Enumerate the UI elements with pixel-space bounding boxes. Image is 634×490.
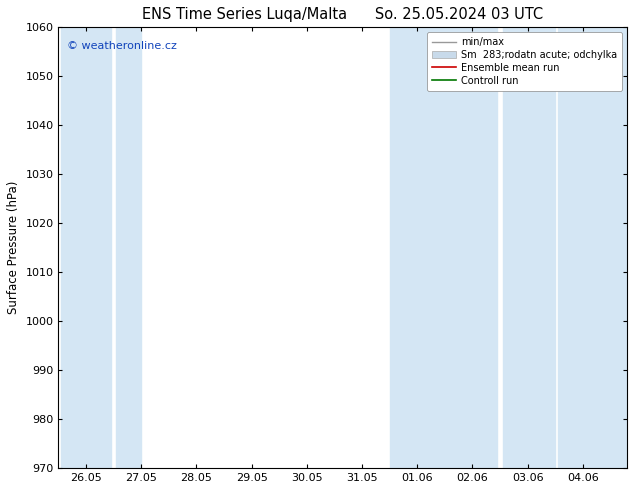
Legend: min/max, Sm  283;rodatn acute; odchylka, Ensemble mean run, Controll run: min/max, Sm 283;rodatn acute; odchylka, … bbox=[427, 32, 622, 91]
Y-axis label: Surface Pressure (hPa): Surface Pressure (hPa) bbox=[7, 181, 20, 315]
Bar bbox=[61, 27, 111, 468]
Text: © weatheronline.cz: © weatheronline.cz bbox=[67, 41, 177, 50]
Bar bbox=[503, 27, 555, 468]
Bar bbox=[390, 27, 497, 468]
Title: ENS Time Series Luqa/Malta      So. 25.05.2024 03 UTC: ENS Time Series Luqa/Malta So. 25.05.202… bbox=[142, 7, 543, 22]
Bar bbox=[117, 27, 141, 468]
Bar bbox=[558, 27, 627, 468]
